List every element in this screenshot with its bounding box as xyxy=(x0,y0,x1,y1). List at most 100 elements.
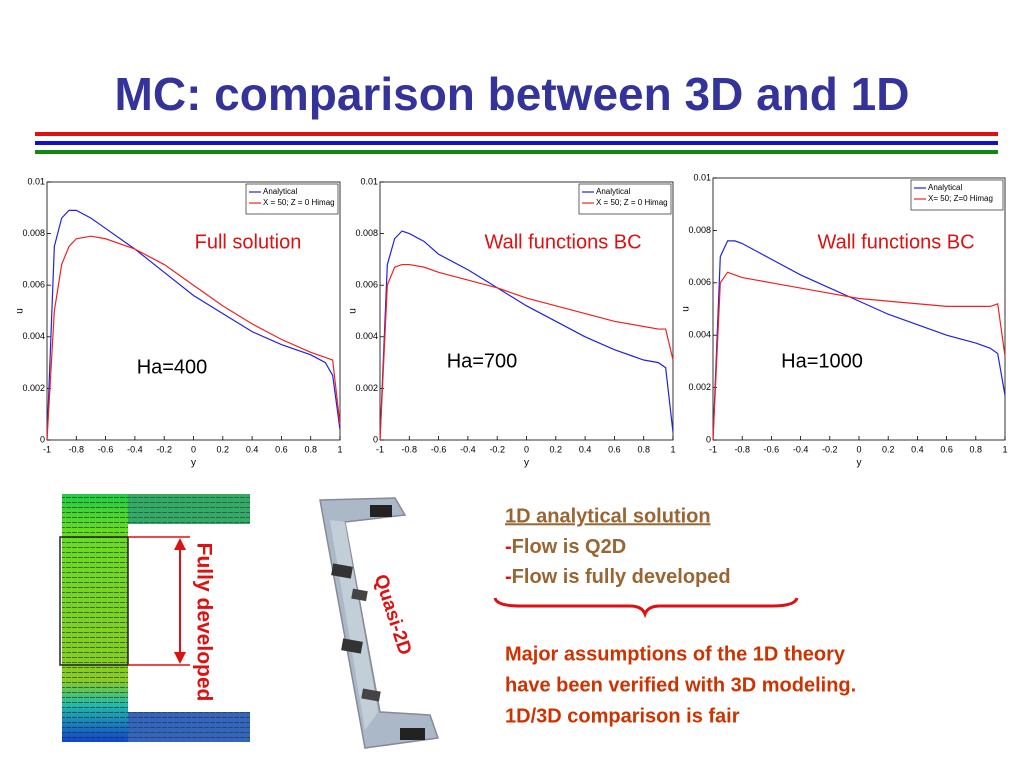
x-tick-label: 0.2 xyxy=(217,444,230,454)
conclusion-line: 1D/3D comparison is fair xyxy=(505,705,740,727)
series-line xyxy=(712,271,1006,441)
duct-image xyxy=(319,497,440,749)
x-tick-label: 1 xyxy=(670,444,675,454)
conclusion-line: have been verified with 3D modeling. xyxy=(505,674,856,696)
chart: -1 -0.8 -0.6 -0.4 -0.2 0 0.2 0.4 0.6 0.8 1 0 0.002 0.… xyxy=(15,176,343,468)
chart: -1 -0.8 -0.6 -0.4 -0.2 0 0.2 0.4 0.6 0.8 1 0 0.002 0.… xyxy=(681,172,1008,468)
x-tick-label: 0 xyxy=(524,444,529,454)
legend-label: X= 50; Z=0 Himag xyxy=(928,194,993,203)
bullet-text: Flow is Q2D xyxy=(512,536,626,558)
y-tick-label: 0.01 xyxy=(360,176,378,186)
x-tick-label: -0.2 xyxy=(489,444,505,454)
bullet: -Flow is fully developed xyxy=(505,566,731,588)
x-tick-label: 0.4 xyxy=(911,444,924,454)
y-axis-title: u xyxy=(15,308,26,314)
y-tick-label: 0 xyxy=(706,434,711,444)
x-tick-label: -0.2 xyxy=(156,444,172,454)
legend-box xyxy=(578,183,672,215)
y-tick-label: 0.008 xyxy=(22,228,45,238)
x-axis-title: y xyxy=(524,458,529,469)
series-line xyxy=(46,235,341,441)
x-tick-label: -1 xyxy=(709,444,717,454)
legend-label: X = 50; Z = 0 Himag xyxy=(596,198,668,207)
bullet-text: Flow is fully developed xyxy=(512,566,731,588)
plot-area xyxy=(712,177,1006,441)
x-tick-label: 0.6 xyxy=(608,444,621,454)
summary-heading: 1D analytical solution xyxy=(505,505,711,527)
legend-label: X = 50; Z = 0 Himag xyxy=(263,198,335,207)
y-axis-title: u xyxy=(681,306,692,312)
x-tick-label: -0.6 xyxy=(431,444,447,454)
series-line xyxy=(712,240,1006,441)
annotation: Full solution xyxy=(195,231,302,253)
y-tick-label: 0.004 xyxy=(355,331,378,341)
bullet: -Flow is Q2D xyxy=(505,536,626,558)
y-tick-label: 0.004 xyxy=(22,331,45,341)
x-tick-label: 0.4 xyxy=(579,444,592,454)
x-axis-title: y xyxy=(191,458,196,469)
legend-label: Analytical xyxy=(928,183,962,192)
plot-area xyxy=(379,181,674,441)
brace xyxy=(493,597,799,619)
y-tick-label: 0 xyxy=(373,434,378,444)
x-tick-label: 0.4 xyxy=(246,444,259,454)
x-tick-label: 1 xyxy=(337,444,342,454)
left-image-label: Fully developed xyxy=(192,543,215,702)
x-tick-label: -0.4 xyxy=(460,444,476,454)
x-axis-title: y xyxy=(857,458,862,469)
legend-label: Analytical xyxy=(596,187,630,196)
conclusion-line: Major assumptions of the 1D theory xyxy=(505,643,846,665)
x-tick-label: 0.6 xyxy=(275,444,288,454)
annotation: Ha=1000 xyxy=(781,350,863,372)
x-tick-label: -0.8 xyxy=(734,444,750,454)
cfd-image xyxy=(59,494,250,742)
annotation: Wall functions BC xyxy=(484,231,641,253)
x-tick-label: 0.8 xyxy=(970,444,983,454)
x-tick-label: -0.8 xyxy=(69,444,85,454)
series-line xyxy=(379,263,674,441)
x-tick-label: 0.2 xyxy=(882,444,895,454)
y-tick-label: 0.006 xyxy=(22,280,45,290)
x-tick-label: 0.6 xyxy=(940,444,953,454)
x-tick-label: 0.8 xyxy=(304,444,317,454)
y-tick-label: 0.006 xyxy=(688,277,711,287)
plot-area xyxy=(46,181,341,441)
x-tick-label: -0.6 xyxy=(764,444,780,454)
bullet-marker: - xyxy=(505,566,512,588)
middle-image-label: Quasi-2D xyxy=(370,572,416,658)
y-axis-title: u xyxy=(348,308,359,314)
x-tick-label: 0.8 xyxy=(637,444,650,454)
series-line xyxy=(46,209,341,441)
y-tick-label: 0.004 xyxy=(688,330,711,340)
x-tick-label: 1 xyxy=(1002,444,1007,454)
y-tick-label: 0.002 xyxy=(688,382,711,392)
chart: -1 -0.8 -0.6 -0.4 -0.2 0 0.2 0.4 0.6 0.8 1 0 0.002 0.… xyxy=(348,176,676,468)
x-tick-label: -0.2 xyxy=(822,444,838,454)
x-tick-label: -0.6 xyxy=(98,444,114,454)
x-tick-label: -0.4 xyxy=(127,444,143,454)
bullet-marker: - xyxy=(505,536,512,558)
x-tick-label: -1 xyxy=(43,444,51,454)
y-tick-label: 0.01 xyxy=(27,176,45,186)
y-tick-label: 0.008 xyxy=(688,225,711,235)
x-tick-label: -0.4 xyxy=(793,444,809,454)
y-tick-label: 0.002 xyxy=(22,383,45,393)
y-tick-label: 0 xyxy=(40,434,45,444)
y-tick-label: 0.01 xyxy=(693,172,711,182)
slide-title: MC: comparison between 3D and 1D xyxy=(115,68,910,120)
legend-label: Analytical xyxy=(263,187,297,196)
y-tick-label: 0.006 xyxy=(355,280,378,290)
legend-box xyxy=(910,179,1004,211)
x-tick-label: 0.2 xyxy=(550,444,563,454)
x-tick-label: -1 xyxy=(376,444,384,454)
x-tick-label: -0.8 xyxy=(402,444,418,454)
annotation: Ha=700 xyxy=(447,350,518,372)
x-tick-label: 0 xyxy=(856,444,861,454)
y-tick-label: 0.002 xyxy=(355,383,378,393)
annotation: Ha=400 xyxy=(137,356,208,378)
annotation: Wall functions BC xyxy=(817,231,974,253)
x-tick-label: 0 xyxy=(191,444,196,454)
legend-box xyxy=(245,183,339,215)
y-tick-label: 0.008 xyxy=(355,228,378,238)
